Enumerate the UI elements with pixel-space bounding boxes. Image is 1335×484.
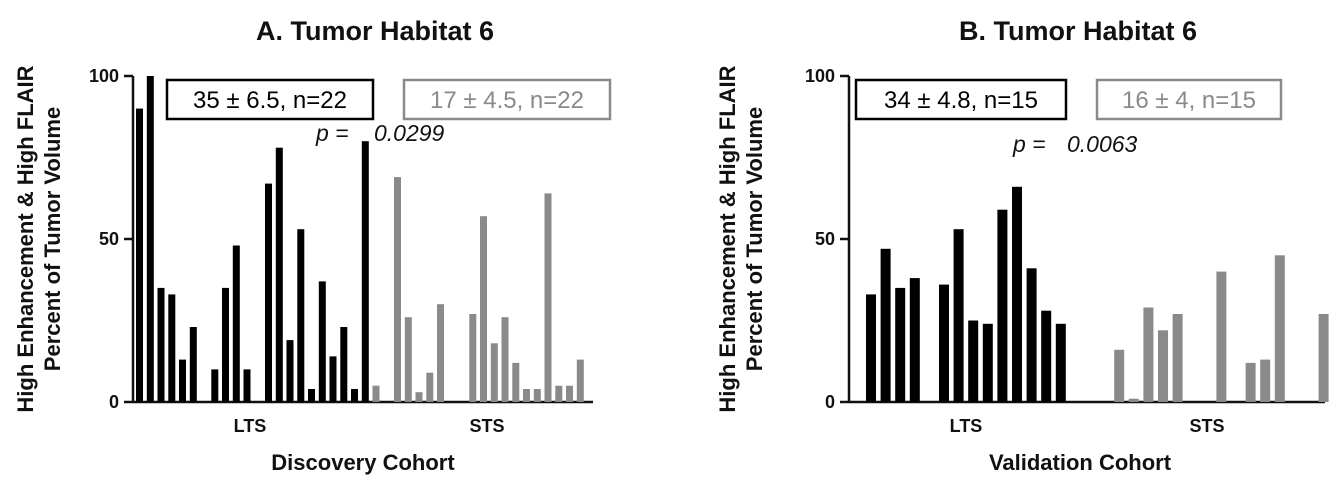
panel-b: B. Tumor Habitat 6 High Enhancement & Hi…: [715, 16, 1329, 475]
panel-a-p-value: 0.0299: [374, 120, 445, 146]
panel-a-bar-lts-20: [340, 327, 348, 402]
panel-a-bar-sts-6: [426, 372, 434, 402]
panel-a-lts-stat-box: [165, 78, 375, 121]
panel-a-bar-lts-10: [232, 245, 240, 402]
panel-a-bar-sts-3: [394, 177, 401, 402]
panel-b-bar-sts-10: [1245, 362, 1256, 402]
panel-a-bar-lts-2: [146, 76, 154, 402]
panel-a-bar-sts-19: [566, 385, 573, 402]
panel-a-bar-sts-18: [555, 385, 563, 402]
panel-a-bar-lts-1: [136, 108, 143, 402]
panel-a-bar-sts-7: [437, 304, 444, 402]
panel-b-p-label: p =: [1012, 131, 1046, 157]
panel-a-bar-sts-12: [490, 343, 498, 402]
panel-b-ytick-label-0: 0: [825, 392, 835, 412]
panel-b-bars: [866, 186, 1329, 402]
panel-a-ylabel-line2: Percent of Tumor Volume: [40, 107, 65, 371]
panel-b-bar-lts-14: [1055, 323, 1066, 402]
panel-a-bar-sts-20: [576, 359, 584, 402]
panel-a-bar-lts-11: [243, 369, 251, 402]
panel-b-bar-lts-12: [1026, 268, 1037, 402]
panel-b-sts-stat-box: [1095, 78, 1283, 121]
panel-a-sts-stat-box: [402, 78, 612, 121]
panel-a-bar-lts-21: [351, 389, 358, 402]
panel-a-bar-sts-14: [512, 362, 520, 402]
panel-b-bar-sts-2: [1128, 398, 1139, 402]
panel-b-bar-lts-10: [997, 209, 1008, 402]
panel-b-bar-lts-7: [953, 229, 964, 402]
panel-a-bar-lts-15: [286, 340, 294, 402]
panel-b-category-label-sts: STS: [1189, 416, 1224, 436]
panel-a-bar-lts-6: [189, 327, 197, 402]
panel-a-ytick-label-100: 100: [89, 66, 119, 86]
panel-a-bar-sts-15: [523, 389, 530, 402]
panel-a-bar-sts-16: [533, 389, 541, 402]
panel-b-sts-stat: 16 ± 4, n=15: [1122, 87, 1256, 114]
panel-b-bar-lts-9: [982, 323, 993, 402]
panel-a-category-label-lts: LTS: [234, 416, 267, 436]
panel-a-sts-stat: 17 ± 4.5, n=22: [430, 87, 584, 114]
panel-a-bar-lts-22: [361, 141, 369, 402]
panel-a-lts-stat: 35 ± 6.5, n=22: [193, 87, 347, 114]
panel-b-bar-lts-4: [909, 278, 920, 402]
panel-b-ylabel-line1: High Enhancement & High FLAIR: [715, 65, 740, 412]
panel-b-bar-lts-3: [895, 287, 906, 402]
panel-b-category-label-lts: LTS: [950, 416, 983, 436]
panel-b-bar-lts-8: [968, 320, 979, 402]
panel-a-bar-lts-18: [318, 281, 326, 402]
panel-a-bar-lts-8: [211, 369, 219, 402]
panel-a-bar-lts-14: [275, 147, 283, 402]
panel-b-ytick-label-50: 50: [815, 229, 835, 249]
panel-b-lts-stat: 34 ± 4.8, n=15: [884, 87, 1038, 114]
panel-a-bar-sts-5: [415, 392, 423, 402]
panel-b-bar-sts-1: [1114, 349, 1125, 402]
panel-b-bar-lts-11: [1012, 186, 1022, 402]
panel-a-xlabel: Discovery Cohort: [271, 450, 455, 475]
panel-a-bar-sts-1: [372, 385, 380, 402]
panel-b-bar-sts-11: [1260, 359, 1271, 402]
panel-b-bar-sts-3: [1143, 307, 1154, 402]
panel-a-bar-lts-17: [308, 389, 315, 402]
panel-b-bar-sts-15: [1318, 314, 1329, 402]
panel-b-bar-lts-6: [939, 284, 949, 402]
panel-b-bar-sts-4: [1158, 330, 1168, 402]
panel-b-bar-sts-12: [1274, 255, 1285, 402]
panel-b-bar-lts-2: [880, 248, 891, 402]
panel-b-xlabel: Validation Cohort: [989, 450, 1172, 475]
panel-a-bar-sts-11: [480, 216, 487, 402]
panel-b-bar-sts-8: [1216, 271, 1227, 402]
panel-a-bar-lts-3: [157, 287, 165, 402]
panel-a-bar-lts-5: [179, 359, 186, 402]
panel-a-ytick-label-0: 0: [109, 392, 119, 412]
panel-b-p-value: 0.0063: [1067, 131, 1138, 157]
panel-a-bar-lts-4: [168, 294, 176, 402]
panel-b-bar-lts-1: [866, 294, 876, 402]
panel-b-ytick-label-100: 100: [805, 66, 835, 86]
panel-a-p-label: p =: [315, 120, 349, 146]
panel-a-bar-lts-13: [265, 183, 272, 402]
panel-a-bar-lts-9: [222, 287, 229, 402]
panel-a-ylabel-line1: High Enhancement & High FLAIR: [13, 65, 38, 412]
panel-b-title: B. Tumor Habitat 6: [959, 16, 1197, 46]
panel-a-bar-sts-17: [544, 193, 552, 402]
panel-a-ytick-label-50: 50: [99, 229, 119, 249]
panel-b-ylabel-line2: Percent of Tumor Volume: [742, 107, 767, 371]
panel-a-bar-lts-16: [297, 229, 305, 402]
panel-a-bar-sts-13: [501, 317, 509, 402]
panel-a-bars: [136, 76, 584, 402]
panel-b-bar-sts-5: [1172, 314, 1183, 402]
panel-b-lts-stat-box: [854, 78, 1068, 121]
panel-a: A. Tumor Habitat 6 High Enhancement & Hi…: [13, 16, 612, 475]
panel-a-title: A. Tumor Habitat 6: [256, 16, 494, 46]
panel-a-category-label-sts: STS: [469, 416, 504, 436]
panel-b-bar-lts-13: [1041, 310, 1052, 402]
panel-a-bar-lts-19: [329, 356, 337, 402]
panel-a-bar-sts-4: [404, 317, 412, 402]
panel-a-bar-sts-10: [469, 314, 477, 402]
